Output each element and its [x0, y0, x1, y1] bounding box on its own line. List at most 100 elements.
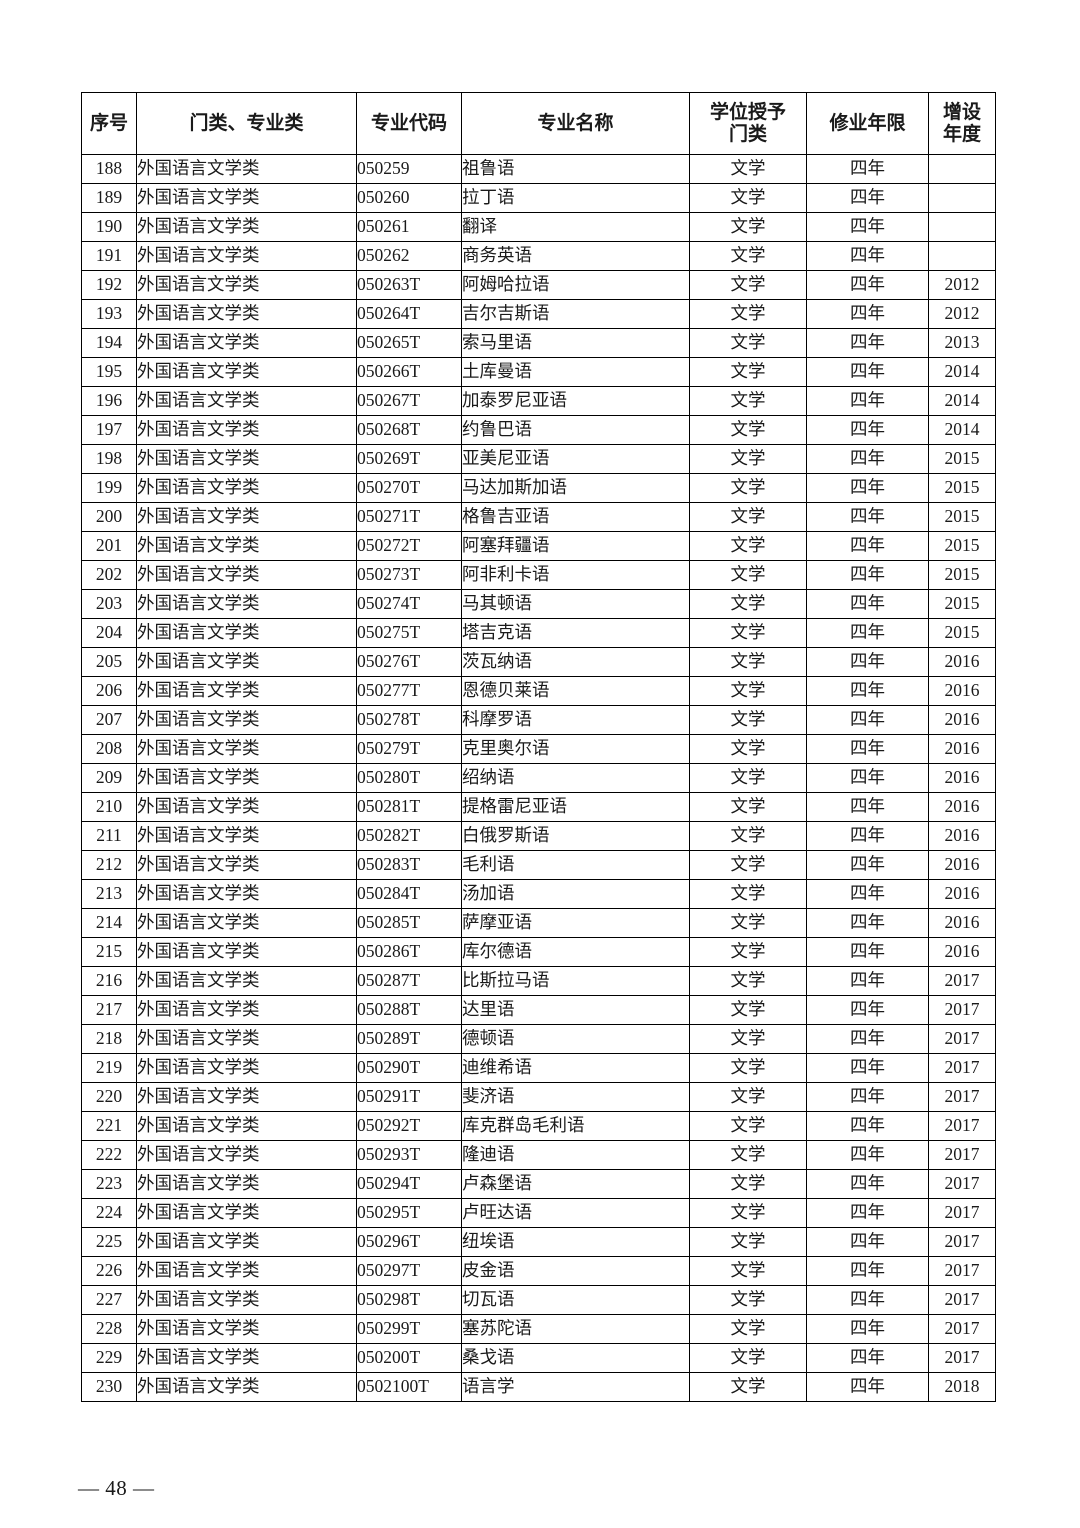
cell-sequence: 221: [81, 1111, 137, 1141]
cell-added-year: 2014: [928, 386, 996, 416]
cell-sequence: 214: [81, 908, 137, 938]
cell-degree-category: 文学: [689, 183, 807, 213]
cell-major-name: 阿非利卡语: [461, 560, 690, 590]
cell-major-name: 库克群岛毛利语: [461, 1111, 690, 1141]
table-row: 216 外国语言文学类 050287T 比斯拉马语 文学 四年 2017: [81, 966, 996, 996]
cell-major-code: 050297T: [356, 1256, 462, 1286]
cell-category: 外国语言文学类: [136, 328, 357, 358]
cell-study-duration: 四年: [806, 1111, 929, 1141]
cell-added-year: 2017: [928, 1082, 996, 1112]
cell-major-name: 吉尔吉斯语: [461, 299, 690, 329]
cell-major-name: 迪维希语: [461, 1053, 690, 1083]
cell-degree-category: 文学: [689, 792, 807, 822]
cell-degree-category: 文学: [689, 1227, 807, 1257]
added-year-header-line-2: 年度: [942, 123, 981, 145]
cell-study-duration: 四年: [806, 560, 929, 590]
table-row: 206 外国语言文学类 050277T 恩德贝莱语 文学 四年 2016: [81, 676, 996, 706]
cell-added-year: 2015: [928, 618, 996, 648]
cell-category: 外国语言文学类: [136, 1140, 357, 1170]
cell-major-name: 塞苏陀语: [461, 1314, 690, 1344]
cell-study-duration: 四年: [806, 1082, 929, 1112]
cell-major-code: 050269T: [356, 444, 462, 474]
cell-sequence: 208: [81, 734, 137, 764]
cell-major-code: 050262: [356, 241, 462, 271]
table-row: 200 外国语言文学类 050271T 格鲁吉亚语 文学 四年 2015: [81, 502, 996, 532]
cell-degree-category: 文学: [689, 299, 807, 329]
cell-added-year: 2017: [928, 1285, 996, 1315]
cell-category: 外国语言文学类: [136, 1169, 357, 1199]
cell-category: 外国语言文学类: [136, 676, 357, 706]
cell-sequence: 220: [81, 1082, 137, 1112]
cell-sequence: 188: [81, 154, 137, 184]
table-row: 213 外国语言文学类 050284T 汤加语 文学 四年 2016: [81, 879, 996, 909]
cell-degree-category: 文学: [689, 386, 807, 416]
cell-category: 外国语言文学类: [136, 1053, 357, 1083]
cell-major-name: 桑戈语: [461, 1343, 690, 1373]
cell-degree-category: 文学: [689, 531, 807, 561]
cell-sequence: 229: [81, 1343, 137, 1373]
cell-degree-category: 文学: [689, 1285, 807, 1315]
cell-major-code: 050265T: [356, 328, 462, 358]
cell-study-duration: 四年: [806, 879, 929, 909]
cell-sequence: 197: [81, 415, 137, 445]
cell-category: 外国语言文学类: [136, 531, 357, 561]
cell-major-name: 索马里语: [461, 328, 690, 358]
cell-major-code: 050299T: [356, 1314, 462, 1344]
cell-major-name: 亚美尼亚语: [461, 444, 690, 474]
cell-major-name: 语言学: [461, 1372, 690, 1402]
cell-sequence: 202: [81, 560, 137, 590]
cell-degree-category: 文学: [689, 1111, 807, 1141]
table-row: 228 外国语言文学类 050299T 塞苏陀语 文学 四年 2017: [81, 1314, 996, 1344]
cell-study-duration: 四年: [806, 1256, 929, 1286]
cell-sequence: 201: [81, 531, 137, 561]
cell-added-year: 2015: [928, 502, 996, 532]
table-header-row: 序号 门类、专业类 专业代码 专业名称 学位授予 门类 修业年限 增设 年度: [81, 92, 996, 155]
cell-major-name: 约鲁巴语: [461, 415, 690, 445]
cell-sequence: 217: [81, 995, 137, 1025]
cell-sequence: 193: [81, 299, 137, 329]
cell-category: 外国语言文学类: [136, 241, 357, 271]
cell-added-year: 2016: [928, 850, 996, 880]
cell-category: 外国语言文学类: [136, 473, 357, 503]
cell-major-name: 萨摩亚语: [461, 908, 690, 938]
cell-major-code: 050292T: [356, 1111, 462, 1141]
degree-header-line-1: 学位授予: [709, 102, 786, 124]
cell-category: 外国语言文学类: [136, 850, 357, 880]
cell-category: 外国语言文学类: [136, 270, 357, 300]
cell-degree-category: 文学: [689, 415, 807, 445]
cell-degree-category: 文学: [689, 357, 807, 387]
cell-major-name: 克里奥尔语: [461, 734, 690, 764]
cell-study-duration: 四年: [806, 386, 929, 416]
table-body: 188 外国语言文学类 050259 祖鲁语 文学 四年 189 外国语言文学类 050260 拉…: [81, 154, 996, 1402]
cell-degree-category: 文学: [689, 1198, 807, 1228]
cell-category: 外国语言文学类: [136, 763, 357, 793]
table-row: 227 外国语言文学类 050298T 切瓦语 文学 四年 2017: [81, 1285, 996, 1315]
cell-sequence: 196: [81, 386, 137, 416]
cell-sequence: 191: [81, 241, 137, 271]
cell-category: 外国语言文学类: [136, 183, 357, 213]
cell-degree-category: 文学: [689, 618, 807, 648]
cell-added-year: 2016: [928, 763, 996, 793]
cell-degree-category: 文学: [689, 1140, 807, 1170]
cell-major-code: 050288T: [356, 995, 462, 1025]
cell-study-duration: 四年: [806, 589, 929, 619]
table-row: 199 外国语言文学类 050270T 马达加斯加语 文学 四年 2015: [81, 473, 996, 503]
cell-added-year: 2012: [928, 270, 996, 300]
cell-study-duration: 四年: [806, 154, 929, 184]
cell-major-code: 050296T: [356, 1227, 462, 1257]
cell-sequence: 228: [81, 1314, 137, 1344]
cell-added-year: 2017: [928, 966, 996, 996]
cell-major-code: 050264T: [356, 299, 462, 329]
cell-sequence: 198: [81, 444, 137, 474]
cell-added-year: 2016: [928, 908, 996, 938]
cell-study-duration: 四年: [806, 908, 929, 938]
cell-major-code: 050286T: [356, 937, 462, 967]
table-row: 189 外国语言文学类 050260 拉丁语 文学 四年: [81, 183, 996, 213]
cell-added-year: 2015: [928, 473, 996, 503]
cell-category: 外国语言文学类: [136, 1285, 357, 1315]
cell-sequence: 223: [81, 1169, 137, 1199]
table-row: 196 外国语言文学类 050267T 加泰罗尼亚语 文学 四年 2014: [81, 386, 996, 416]
cell-degree-category: 文学: [689, 328, 807, 358]
cell-degree-category: 文学: [689, 1024, 807, 1054]
